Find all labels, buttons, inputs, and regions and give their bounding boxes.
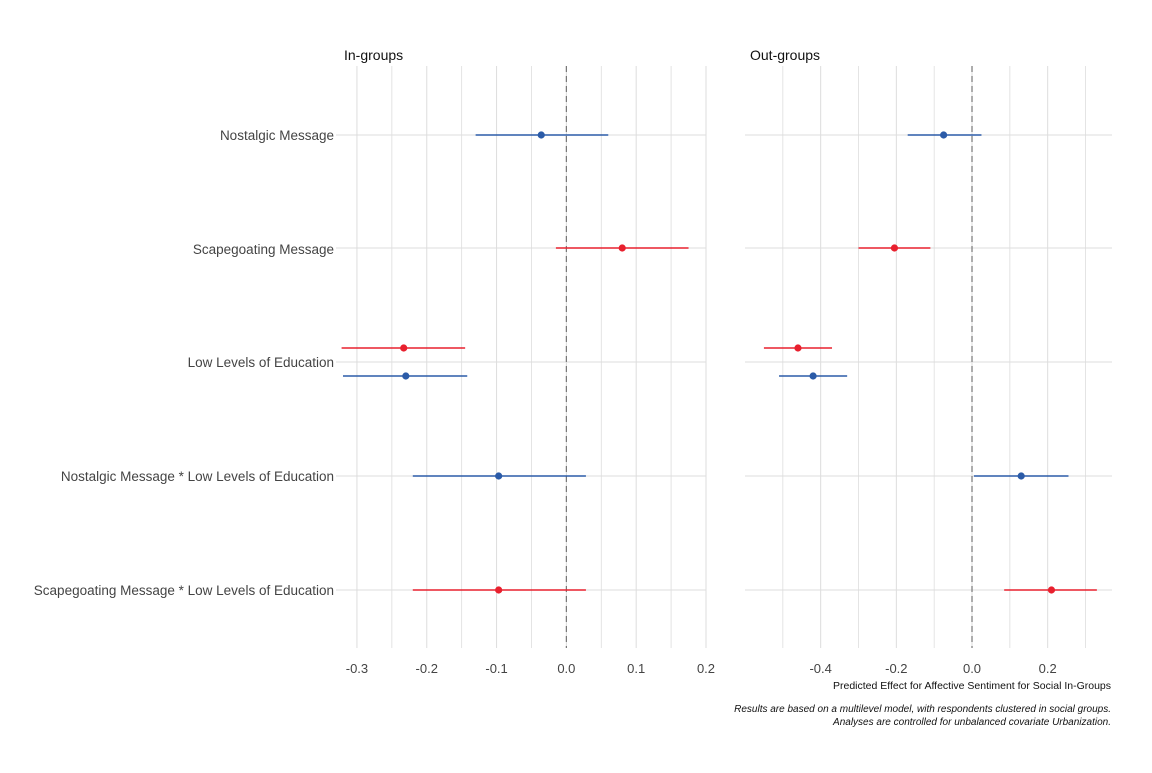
panel-title-in-groups: In-groups bbox=[344, 47, 403, 63]
estimate-marks-layer bbox=[341, 131, 1097, 594]
point-estimate-marker bbox=[495, 586, 503, 594]
row-label-nostalgic-x-education: Nostalgic Message * Low Levels of Educat… bbox=[61, 469, 334, 484]
caption-line-2: Analyses are controlled for unbalanced c… bbox=[832, 717, 1111, 728]
x-tick-label: -0.1 bbox=[485, 661, 507, 676]
point-estimate-marker bbox=[794, 344, 802, 352]
x-tick-label: -0.2 bbox=[416, 661, 438, 676]
point-estimate-marker bbox=[537, 131, 545, 139]
row-label-scapegoating: Scapegoating Message bbox=[193, 242, 334, 257]
point-estimate-marker bbox=[618, 244, 626, 252]
x-tick-label: -0.2 bbox=[885, 661, 907, 676]
caption-line-1: Results are based on a multilevel model,… bbox=[734, 704, 1111, 715]
point-estimate-marker bbox=[1047, 586, 1056, 594]
row-label-scapegoating-x-education: Scapegoating Message * Low Levels of Edu… bbox=[34, 583, 334, 598]
x-axis-title: Predicted Effect for Affective Sentiment… bbox=[833, 680, 1111, 692]
reference-line-layer bbox=[565, 66, 973, 648]
point-estimate-marker bbox=[890, 244, 899, 252]
point-estimate-marker bbox=[400, 344, 408, 352]
row-label-low-education: Low Levels of Education bbox=[188, 355, 334, 370]
grid-layer bbox=[336, 66, 1112, 648]
x-tick-label: 0.0 bbox=[963, 661, 981, 676]
x-tick-label: 0.2 bbox=[1039, 661, 1057, 676]
point-estimate-marker bbox=[402, 372, 410, 380]
x-tick-label: 0.0 bbox=[557, 661, 575, 676]
point-estimate-marker bbox=[495, 472, 503, 480]
x-tick-labels: -0.3 -0.2 -0.1 0.0 0.1 0.2 -0.4 -0.2 0.0 0.2 bbox=[346, 661, 1057, 676]
point-estimate-marker bbox=[809, 372, 817, 380]
panel-title-out-groups: Out-groups bbox=[750, 47, 820, 63]
x-tick-label: -0.3 bbox=[346, 661, 368, 676]
x-tick-label: -0.4 bbox=[809, 661, 831, 676]
row-labels: Nostalgic Message Scapegoating Message L… bbox=[34, 128, 334, 598]
x-tick-label: 0.2 bbox=[697, 661, 715, 676]
point-estimate-marker bbox=[940, 131, 948, 139]
x-tick-label: 0.1 bbox=[627, 661, 645, 676]
point-estimate-marker bbox=[1017, 472, 1025, 480]
row-label-nostalgic: Nostalgic Message bbox=[220, 128, 334, 143]
